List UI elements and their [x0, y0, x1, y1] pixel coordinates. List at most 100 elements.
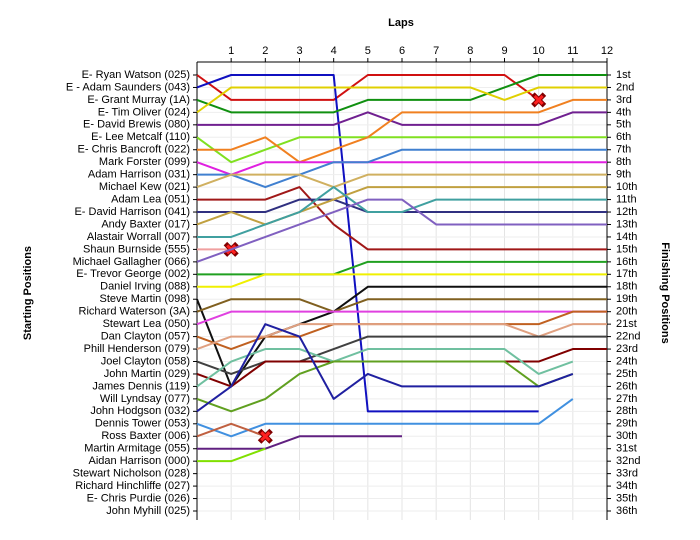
series-line [196, 74, 539, 413]
legend-label: Steve Martin (098) [100, 293, 190, 305]
y2-axis-label: Finishing Positions [659, 242, 671, 343]
x-tick-label: 12 [601, 45, 613, 57]
y2-tick-label: 3rd [616, 94, 632, 106]
legend-label: Mark Forster (099) [99, 156, 190, 168]
series-line [197, 98, 607, 164]
series-line [196, 136, 607, 164]
series-line [196, 298, 607, 313]
x-tick-label: 11 [567, 45, 578, 57]
series-line [196, 422, 266, 438]
y2-tick-label: 6th [616, 131, 631, 143]
legend-label: E- Ryan Watson (025) [82, 69, 190, 81]
retired-marker [257, 428, 273, 444]
legend-label: Stewart Lea (050) [103, 318, 190, 330]
series-line [197, 435, 402, 450]
y2-tick-label: 10th [616, 181, 637, 193]
y2-tick-label: 31st [616, 443, 637, 455]
x-tick-label: 8 [467, 45, 473, 57]
y2-tick-label: 1st [616, 69, 631, 81]
x-tick-label: 2 [262, 45, 268, 57]
retired-marker [531, 92, 547, 108]
legend-label: Richard Hinchliffe (027) [75, 480, 190, 492]
retired-cross [533, 94, 544, 105]
x-tick-label: 6 [399, 45, 405, 57]
y2-tick-label: 36th [616, 505, 637, 517]
y2-tick-label: 12th [616, 206, 637, 218]
y2-tick-label: 15th [616, 243, 637, 255]
y2-tick-label: 34th [616, 480, 637, 492]
x-tick-label: 9 [501, 45, 507, 57]
y2-tick-label: 22nd [616, 331, 640, 343]
series-line [197, 186, 607, 251]
series-line [197, 273, 607, 288]
legend-label: Will Lyndsay (077) [100, 393, 190, 405]
y2-tick-label: 19th [616, 293, 637, 305]
legend-label: Michael Gallagher (066) [73, 256, 190, 268]
legend-label: Dennis Tower (053) [95, 418, 190, 430]
legend-label: Alastair Worrall (007) [87, 231, 190, 243]
legend-label: Dan Clayton (057) [101, 331, 190, 343]
y2-tick-label: 24th [616, 355, 637, 367]
series-line [196, 360, 574, 413]
x-tick-label: 4 [331, 45, 337, 57]
legend-label: Joel Clayton (058) [101, 355, 190, 367]
legend-label: Andy Baxter (017) [101, 218, 190, 230]
series-line [197, 447, 266, 463]
legend-label: E- David Harrison (041) [74, 206, 190, 218]
y2-tick-label: 33rd [616, 468, 638, 480]
legend-label: E- Chris Purdie (026) [87, 492, 190, 504]
y2-tick-label: 21st [616, 318, 637, 330]
series-line [197, 148, 607, 189]
y2-tick-label: 35th [616, 492, 637, 504]
legend-label: Ross Baxter (006) [101, 430, 190, 442]
y2-tick-label: 13th [616, 218, 637, 230]
y2-tick-label: 2nd [616, 81, 634, 93]
y2-tick-label: 9th [616, 169, 631, 181]
legend-label: Daniel Irving (088) [100, 281, 190, 293]
legend-label: E- Grant Murray (1A) [87, 94, 190, 106]
y2-tick-label: 5th [616, 119, 631, 131]
y2-tick-label: 28th [616, 405, 637, 417]
y2-tick-label: 30th [616, 430, 637, 442]
series-line [196, 310, 607, 326]
y2-tick-label: 17th [616, 268, 637, 280]
legend-label: Michael Kew (021) [99, 181, 190, 193]
series-line [196, 74, 540, 101]
legend-label: E- David Brewis (080) [83, 119, 190, 131]
legend-label: Stewart Nicholson (028) [73, 468, 190, 480]
y2-tick-label: 20th [616, 306, 637, 318]
legend-label: Richard Waterson (3A) [79, 306, 190, 318]
series-line [196, 398, 574, 438]
legend-label: Phill Henderson (079) [84, 343, 190, 355]
y2-tick-label: 7th [616, 144, 631, 156]
series-line [196, 161, 607, 176]
legend-label: Adam Harrison (031) [88, 169, 190, 181]
y2-tick-label: 16th [616, 256, 637, 268]
series-line [196, 173, 607, 189]
y2-tick-label: 23rd [616, 343, 638, 355]
legend-label: John Martin (029) [104, 368, 190, 380]
series-line [196, 323, 574, 413]
x-tick-label: 1 [228, 45, 234, 57]
legend-label: Shaun Burnside (555) [83, 243, 190, 255]
series-line [196, 74, 607, 114]
legend-label: E- Tim Oliver (024) [98, 106, 190, 118]
y-axis-label: Starting Positions [22, 246, 34, 340]
y2-tick-label: 27th [616, 393, 637, 405]
legend-label: Aidan Harrison (000) [89, 455, 191, 467]
y2-tick-label: 14th [616, 231, 637, 243]
series-line [197, 186, 607, 238]
legend-label: E- Trevor George (002) [76, 268, 190, 280]
legend-label: E- Chris Bancroft (022) [78, 144, 190, 156]
retired-cross [260, 431, 271, 442]
y2-tick-label: 18th [616, 281, 637, 293]
legend-label: John Myhill (025) [106, 505, 190, 517]
y2-tick-label: 11th [616, 193, 637, 205]
x-axis-label: Laps [388, 17, 414, 29]
legend-label: Adam Lea (051) [111, 193, 190, 205]
series-line [197, 111, 607, 126]
legend-label: John Hodgson (032) [90, 405, 190, 417]
x-tick-label: 3 [296, 45, 302, 57]
legend-label: James Dennis (119) [92, 380, 190, 392]
